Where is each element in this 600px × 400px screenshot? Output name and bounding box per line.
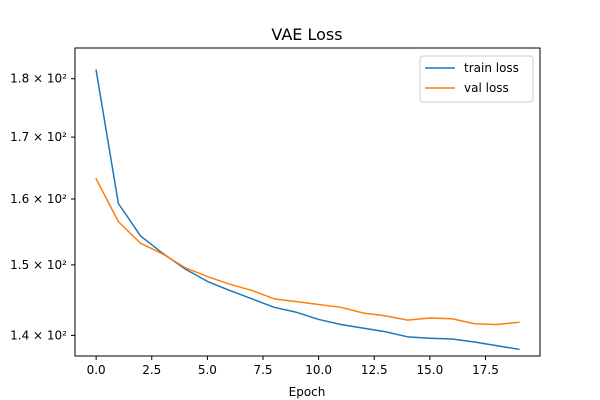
legend: train loss val loss bbox=[419, 55, 534, 103]
x-tick-label: 2.5 bbox=[142, 363, 161, 377]
x-axis: 0.0 2.5 5.0 7.5 10.0 12.5 15.0 17.5 bbox=[87, 356, 499, 377]
x-tick-label: 15.0 bbox=[417, 363, 444, 377]
series-line-train-loss bbox=[95, 69, 520, 351]
y-tick-label: 1.7 × 10² bbox=[10, 130, 67, 144]
x-tick-label: 7.5 bbox=[253, 363, 272, 377]
y-tick-label: 1.8 × 10² bbox=[10, 72, 67, 86]
x-tick-label: 17.5 bbox=[472, 363, 499, 377]
series-layer bbox=[95, 69, 520, 351]
y-tick-label: 1.6 × 10² bbox=[10, 192, 67, 206]
legend-label: train loss bbox=[464, 61, 519, 75]
x-tick-label: 0.0 bbox=[87, 363, 106, 377]
legend-label: val loss bbox=[464, 81, 509, 95]
chart-title: VAE Loss bbox=[271, 25, 342, 44]
series-line-val-loss bbox=[95, 177, 520, 326]
plot-frame bbox=[74, 47, 541, 357]
x-tick-label: 12.5 bbox=[361, 363, 388, 377]
x-axis-label: Epoch bbox=[289, 385, 326, 399]
y-tick-label: 1.5 × 10² bbox=[10, 258, 67, 272]
y-tick-label: 1.4 × 10² bbox=[10, 328, 67, 342]
x-tick-label: 10.0 bbox=[305, 363, 332, 377]
x-tick-label: 5.0 bbox=[198, 363, 217, 377]
y-axis: 1.4 × 10² 1.5 × 10² 1.6 × 10² 1.7 × 10² 1.8 … bbox=[10, 72, 75, 342]
